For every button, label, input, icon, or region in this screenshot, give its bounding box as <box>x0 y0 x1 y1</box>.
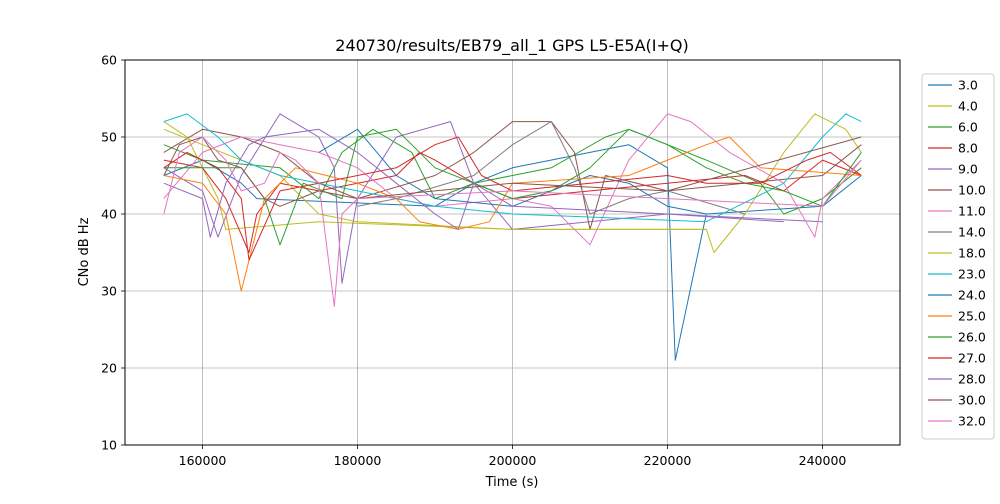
chart-title: 240730/results/EB79_all_1 GPS L5-E5A(I+Q… <box>335 36 688 56</box>
y-axis-label: CNo dB Hz <box>77 217 92 286</box>
legend-label: 27.0 <box>958 351 986 366</box>
series-group <box>163 113 862 361</box>
y-tick-label: 60 <box>101 53 117 68</box>
y-tick-label: 30 <box>101 284 117 299</box>
legend-frame <box>921 73 995 440</box>
legend-label: 23.0 <box>958 267 986 282</box>
legend-label: 24.0 <box>958 288 986 303</box>
legend-label: 6.0 <box>958 120 978 135</box>
legend-label: 30.0 <box>958 393 986 408</box>
series-line <box>163 144 862 361</box>
series-line <box>163 136 862 292</box>
legend-label: 4.0 <box>958 99 978 114</box>
legend-label: 26.0 <box>958 330 986 345</box>
y-tick-label: 40 <box>101 207 117 222</box>
legend-label: 10.0 <box>958 183 986 198</box>
x-tick-label: 220000 <box>644 453 692 468</box>
legend-label: 8.0 <box>958 141 978 156</box>
legend-label: 18.0 <box>958 246 986 261</box>
series-line <box>163 136 862 207</box>
series-line <box>163 121 862 230</box>
legend-label: 32.0 <box>958 414 986 429</box>
series-line <box>163 128 784 238</box>
legend: 3.0 4.0 6.0 8.0 9.0 10.0 11.0 14.0 18.0 23.0 24.0 2… <box>921 73 995 440</box>
legend-label: 3.0 <box>958 78 978 93</box>
x-tick-label: 240000 <box>799 453 847 468</box>
legend-label: 11.0 <box>958 204 986 219</box>
legend-label: 9.0 <box>958 162 978 177</box>
series-line <box>163 128 707 230</box>
y-tick-label: 20 <box>101 361 117 376</box>
x-axis-label: Time (s) <box>485 475 539 490</box>
x-tick-label: 200000 <box>489 453 537 468</box>
series-line <box>163 136 862 261</box>
series-line <box>163 136 862 307</box>
y-tick-label: 50 <box>101 130 117 145</box>
x-tick-label: 160000 <box>179 453 227 468</box>
axis-ticks: 160000 180000 200000 220000 240000 10 20 30 40 50… <box>101 53 846 469</box>
y-tick-label: 10 <box>101 438 117 453</box>
legend-label: 14.0 <box>958 225 986 240</box>
legend-label: 28.0 <box>958 372 986 387</box>
legend-label: 25.0 <box>958 309 986 324</box>
x-tick-label: 180000 <box>334 453 382 468</box>
series-line <box>163 113 823 284</box>
